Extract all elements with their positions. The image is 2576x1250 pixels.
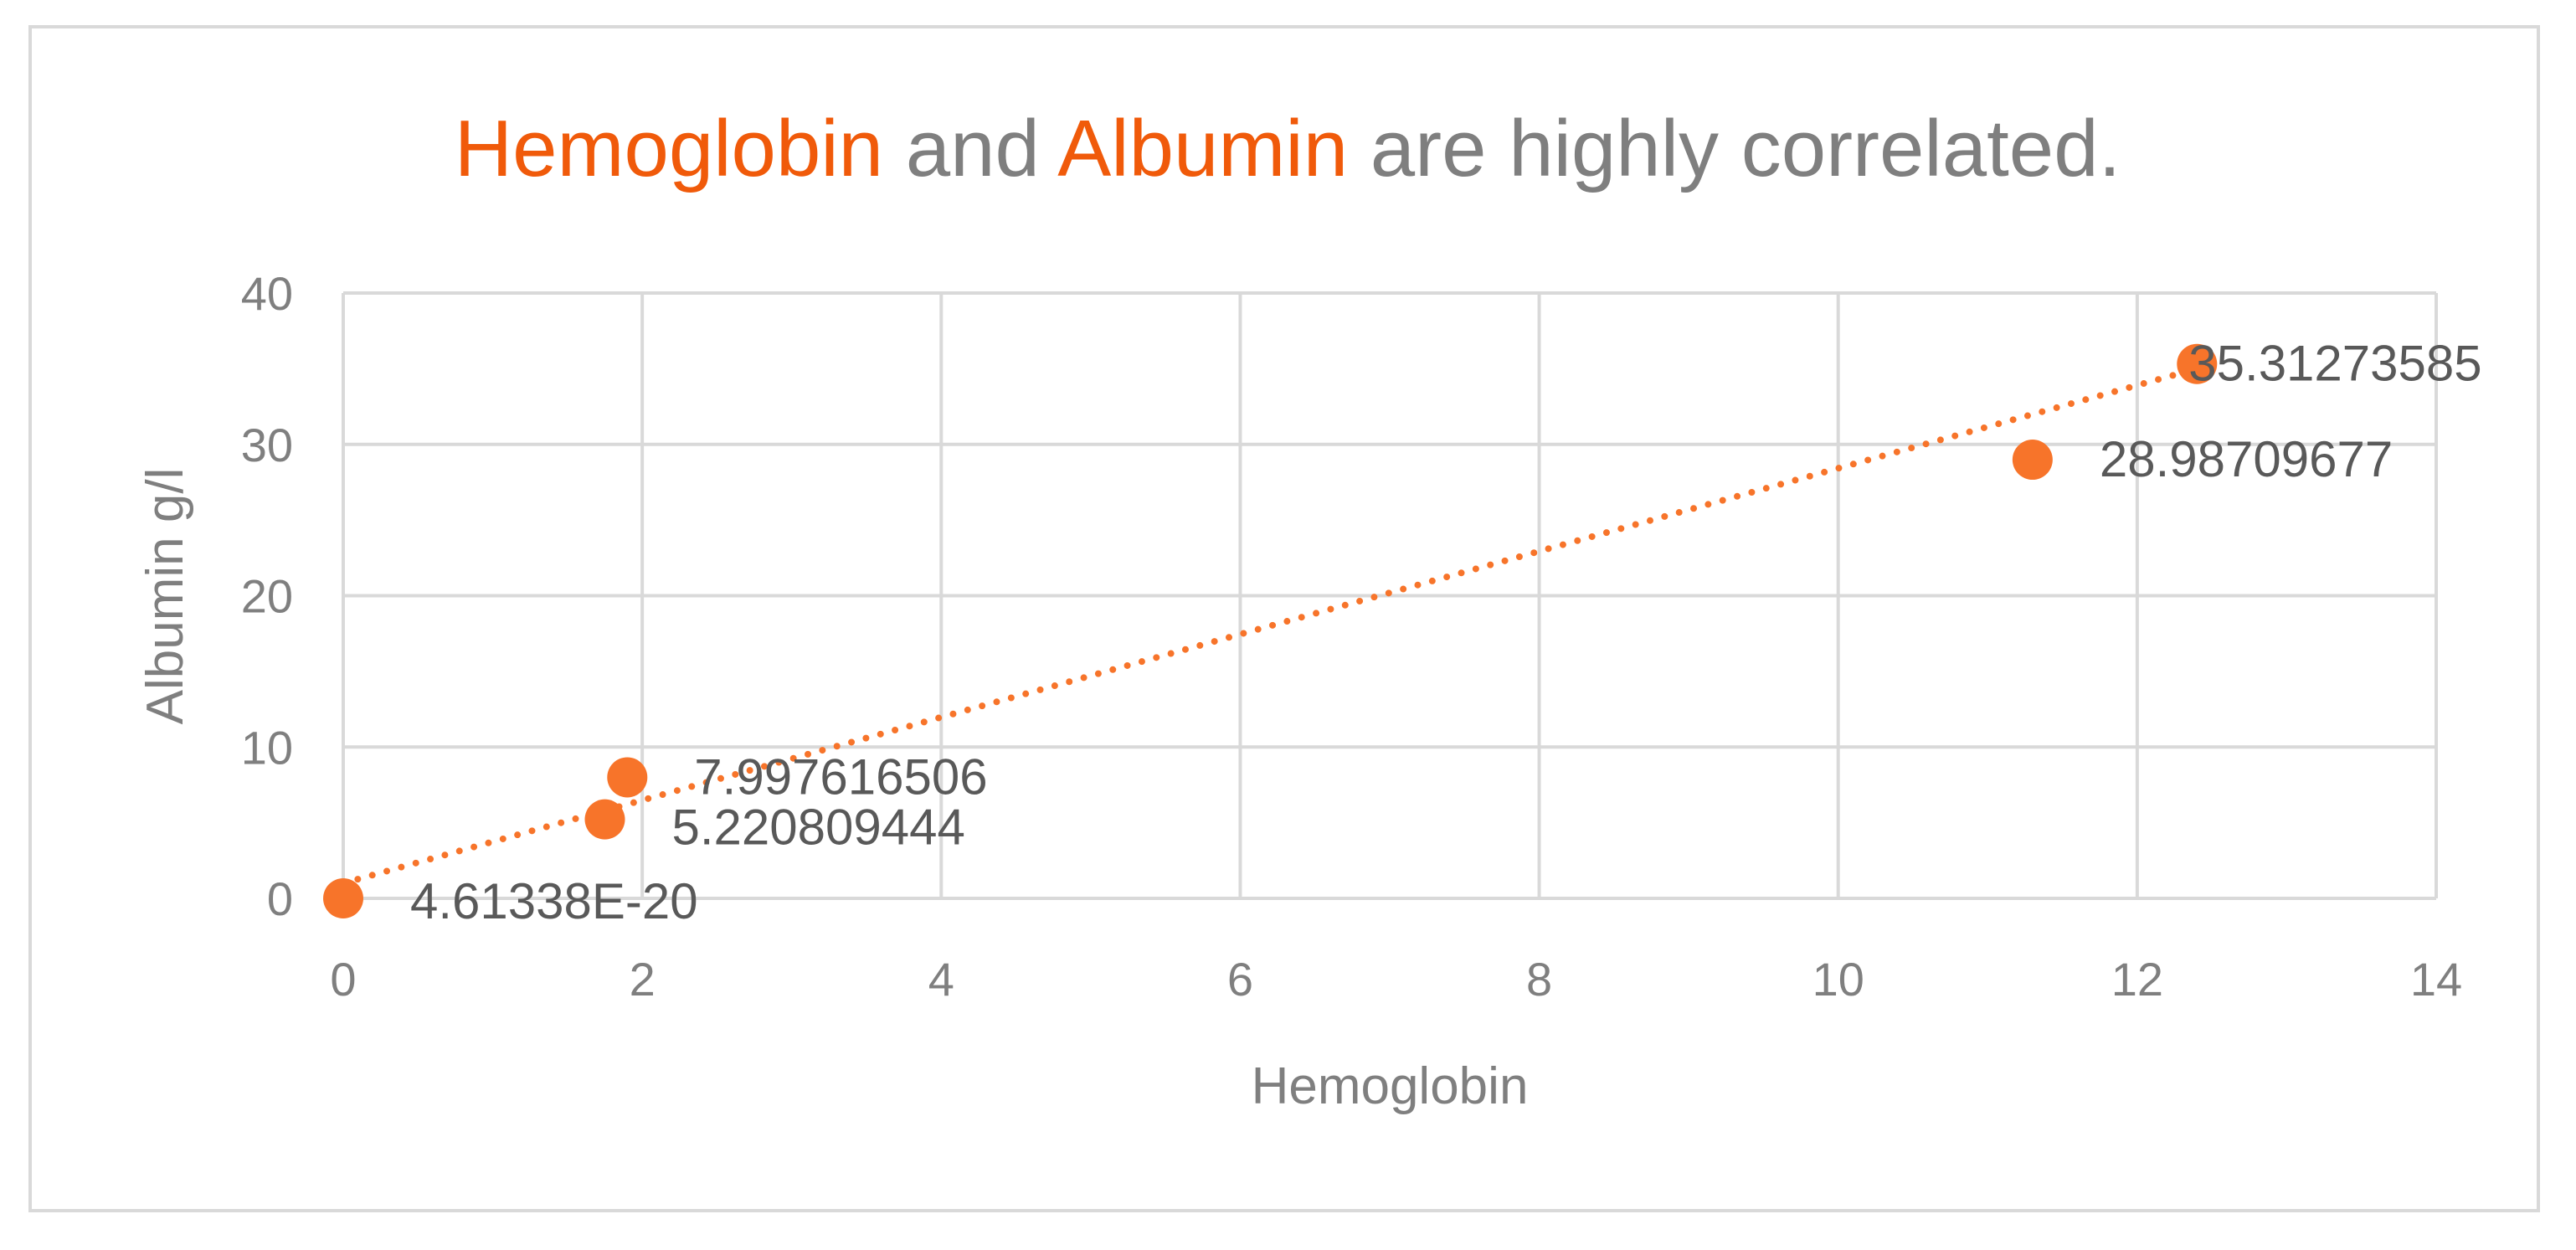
chart-title: Hemoglobin and Albumin are highly correl… — [455, 104, 2121, 193]
trendline — [340, 365, 2201, 887]
data-label: 5.220809444 — [672, 800, 965, 856]
data-point — [607, 757, 648, 798]
data-point — [323, 878, 363, 918]
trendline-group — [340, 365, 2201, 887]
x-tick-label: 14 — [2410, 953, 2462, 1006]
x-tick-label: 6 — [1227, 953, 1253, 1006]
chart-area — [28, 25, 2540, 1212]
x-tick-label: 2 — [630, 953, 656, 1006]
data-point — [584, 799, 625, 840]
y-axis-title: Albumin g/l — [136, 468, 194, 725]
data-label: 35.31273585 — [2188, 336, 2481, 392]
y-tick-label: 40 — [241, 267, 293, 320]
y-tick-label: 20 — [241, 570, 293, 623]
y-tick-label: 10 — [241, 721, 293, 774]
x-tick-label: 0 — [330, 953, 356, 1006]
data-label: 28.98709677 — [2100, 431, 2393, 487]
data-label: 7.997616506 — [694, 748, 987, 805]
x-tick-label: 8 — [1526, 953, 1552, 1006]
tick-labels: 0 2 4 6 8 10 12 14 0 10 20 30 40 — [241, 267, 2462, 1006]
gridlines — [342, 291, 2438, 900]
data-point — [2177, 343, 2218, 384]
y-tick-label: 0 — [267, 872, 293, 925]
x-axis-title: Hemoglobin — [1252, 1057, 1529, 1115]
title-part-2: Albumin — [1057, 104, 1348, 193]
title-part-0: Hemoglobin — [455, 104, 883, 193]
title-part-1: and — [883, 104, 1057, 193]
data-point — [2012, 440, 2053, 481]
x-tick-label: 4 — [928, 953, 954, 1006]
y-tick-label: 30 — [241, 419, 293, 471]
data-label: 4.61338E-20 — [410, 873, 698, 929]
x-tick-label: 10 — [1812, 953, 1864, 1006]
title-part-3: are highly correlated. — [1348, 104, 2121, 193]
data-points — [323, 343, 2218, 918]
x-tick-label: 12 — [2111, 953, 2163, 1006]
